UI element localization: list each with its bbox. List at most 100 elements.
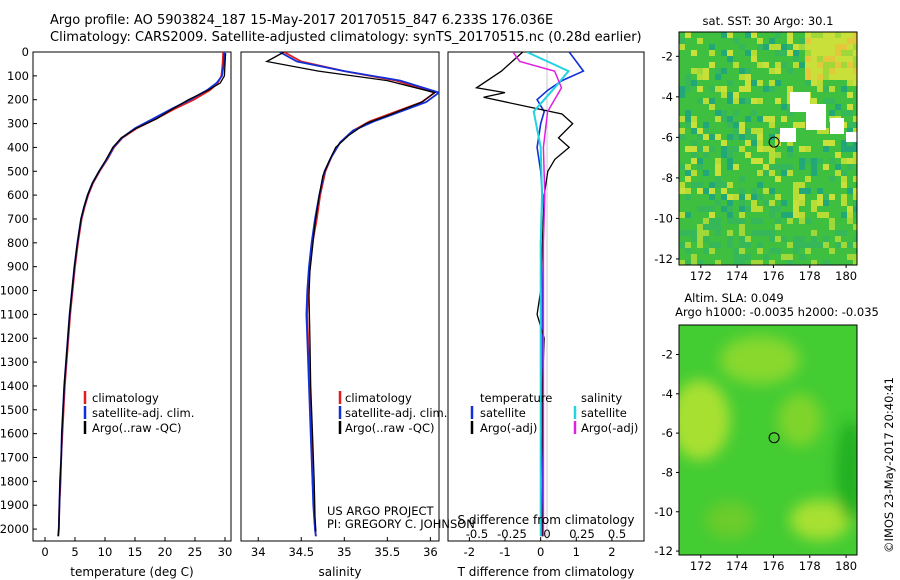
sst-cell [829, 56, 835, 62]
sst-cell [787, 68, 793, 74]
sst-cell [805, 68, 811, 74]
sst-cell [685, 116, 691, 122]
sst-cell [769, 146, 775, 152]
sst-cell [715, 200, 721, 206]
sst-cell [853, 146, 857, 152]
sst-cell [853, 56, 857, 62]
sst-cell [775, 50, 781, 56]
sst-cell [805, 56, 811, 62]
sst-cell [739, 200, 745, 206]
sst-cell [703, 134, 709, 140]
legend-label-temp-argo: Argo(-adj) [480, 421, 537, 435]
sst-cell [787, 86, 793, 92]
sst-cell [751, 188, 757, 194]
sst-cell [745, 116, 751, 122]
sst-cell [841, 146, 847, 152]
sst-cell [727, 218, 733, 224]
sst-cell [763, 116, 769, 122]
sst-cell [769, 206, 775, 212]
sst-cell [823, 56, 829, 62]
x-tick-label: 2 [608, 545, 615, 559]
sst-cell [697, 242, 703, 248]
sst-cell [853, 200, 857, 206]
sst-cell [769, 80, 775, 86]
sst-cell [799, 62, 805, 68]
sst-cell [703, 98, 709, 104]
sst-cell [697, 158, 703, 164]
sst-cell [721, 140, 727, 146]
sst-cell [829, 32, 835, 38]
sst-cell [685, 32, 691, 38]
lon-tick-label: 176 [762, 559, 784, 573]
sst-cell [727, 98, 733, 104]
sst-cell [709, 248, 715, 254]
sst-cell [805, 38, 811, 44]
sst-cell [823, 200, 829, 206]
sst-cell [793, 44, 799, 50]
sst-cell [787, 38, 793, 44]
sst-cell [745, 68, 751, 74]
sst-cell [847, 62, 853, 68]
sst-cell [751, 260, 757, 265]
sst-cell [757, 170, 763, 176]
sst-cell [691, 50, 697, 56]
sst-cell [829, 98, 835, 104]
sst-cell [847, 80, 853, 86]
sst-cell [763, 200, 769, 206]
sst-cell [727, 242, 733, 248]
sst-cell [835, 56, 841, 62]
x-tick-label: 5 [71, 545, 78, 559]
sst-cell [769, 158, 775, 164]
sst-cell [757, 134, 763, 140]
legend-label-sal-argo: Argo(-adj) [581, 421, 638, 435]
sst-cell [757, 248, 763, 254]
sst-cell [799, 194, 805, 200]
depth-tick-label: 1600 [0, 427, 29, 441]
sst-cell [853, 62, 857, 68]
sla-anomaly-blob [836, 420, 857, 520]
sst-cell [739, 134, 745, 140]
sst-cell [733, 164, 739, 170]
sst-cell [805, 218, 811, 224]
sla-anomaly-blob [706, 502, 754, 538]
sst-cell [751, 134, 757, 140]
sst-cell [721, 188, 727, 194]
lat-tick-label: -4 [662, 90, 673, 104]
sst-cell [733, 218, 739, 224]
sst-cell [697, 146, 703, 152]
sst-cell [691, 170, 697, 176]
sst-cell [751, 56, 757, 62]
sst-cell [829, 158, 835, 164]
sst-cell [841, 176, 847, 182]
sst-cell [763, 188, 769, 194]
sla-anomaly-blob [790, 500, 850, 540]
sst-cell [721, 152, 727, 158]
sst-cell [703, 74, 709, 80]
sst-cell [817, 212, 823, 218]
sst-cell [691, 254, 697, 260]
sst-cell [823, 236, 829, 242]
sst-cloud-gaps [780, 92, 857, 142]
sst-cell [817, 50, 823, 56]
sst-cell [739, 68, 745, 74]
sst-cell [715, 182, 721, 188]
sst-cell [829, 194, 835, 200]
x-tick-label: 36 [423, 545, 438, 559]
sst-cell [787, 140, 793, 146]
sst-cell [835, 44, 841, 50]
x-tick-label: 15 [128, 545, 143, 559]
sst-cell [679, 242, 685, 248]
sst-cell [823, 212, 829, 218]
sst-cell [757, 206, 763, 212]
sst-cell [715, 170, 721, 176]
sst-cell [685, 146, 691, 152]
sst-cell [733, 62, 739, 68]
sst-cell [829, 44, 835, 50]
difference-x-axis: -2 -1 0 1 2 [464, 537, 616, 559]
sst-cell [811, 56, 817, 62]
sst-cell [751, 230, 757, 236]
sst-cell [697, 206, 703, 212]
sst-cell [715, 134, 721, 140]
sst-cell [685, 260, 691, 265]
sst-cell [775, 98, 781, 104]
